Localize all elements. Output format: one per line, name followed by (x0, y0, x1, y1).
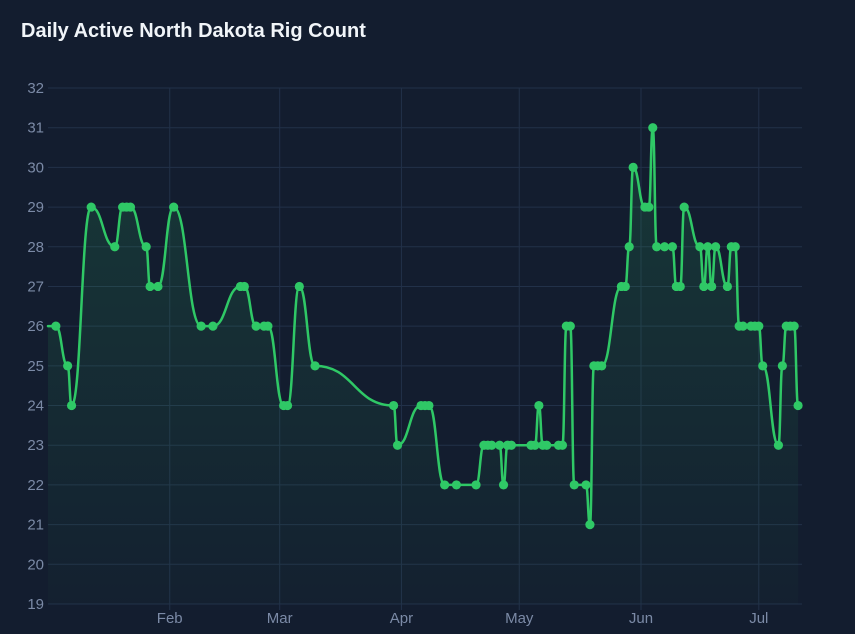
x-tick-label: Jun (629, 610, 653, 627)
data-point[interactable] (557, 440, 568, 450)
data-point[interactable] (208, 321, 218, 331)
y-tick-label: 21 (27, 517, 44, 534)
data-point[interactable] (679, 202, 689, 212)
chart-title: Daily Active North Dakota Rig Count (21, 20, 366, 42)
data-point[interactable] (659, 242, 670, 252)
data-point[interactable] (667, 242, 678, 252)
data-point[interactable] (565, 321, 575, 331)
data-point[interactable] (282, 400, 293, 411)
y-tick-label: 23 (27, 437, 44, 454)
data-point[interactable] (773, 440, 784, 450)
data-point[interactable] (711, 242, 721, 252)
data-point[interactable] (675, 281, 685, 292)
data-point[interactable] (530, 440, 540, 450)
data-point[interactable] (471, 480, 481, 490)
data-point[interactable] (294, 281, 304, 292)
data-point[interactable] (424, 400, 434, 411)
data-point[interactable] (451, 480, 462, 490)
data-point[interactable] (169, 202, 179, 212)
x-tick-label: Mar (267, 610, 293, 627)
data-point[interactable] (86, 202, 96, 212)
data-point[interactable] (758, 361, 768, 371)
data-point[interactable] (125, 202, 136, 212)
data-point[interactable] (730, 242, 740, 252)
y-tick-label: 20 (27, 556, 44, 573)
y-tick-label: 19 (27, 596, 44, 613)
data-point[interactable] (707, 281, 717, 292)
data-point[interactable] (648, 123, 658, 133)
data-point[interactable] (145, 281, 155, 292)
data-point[interactable] (440, 480, 450, 490)
data-point[interactable] (569, 480, 579, 490)
y-tick-label: 29 (27, 199, 44, 216)
data-point[interactable] (239, 281, 249, 292)
data-point[interactable] (196, 321, 206, 331)
x-axis: Feb Mar Apr May Jun Jul (157, 604, 768, 627)
data-point[interactable] (310, 361, 320, 371)
data-point[interactable] (738, 321, 748, 331)
y-tick-label: 24 (27, 398, 44, 415)
data-point[interactable] (487, 440, 497, 450)
data-point[interactable] (63, 361, 73, 371)
y-tick-label: 27 (27, 278, 44, 295)
series-points (51, 123, 803, 530)
data-point[interactable] (110, 242, 120, 252)
y-tick-label: 28 (27, 239, 44, 256)
data-point[interactable] (585, 520, 595, 530)
data-point[interactable] (793, 400, 803, 411)
data-point[interactable] (263, 321, 273, 331)
y-tick-label: 32 (27, 80, 44, 97)
data-point[interactable] (722, 281, 732, 292)
data-point[interactable] (644, 202, 654, 212)
data-point[interactable] (392, 440, 403, 450)
data-point[interactable] (51, 321, 61, 331)
data-point[interactable] (624, 242, 634, 252)
data-point[interactable] (506, 440, 516, 450)
data-point[interactable] (495, 440, 505, 450)
data-point[interactable] (699, 281, 709, 292)
data-point[interactable] (66, 400, 77, 411)
y-tick-label: 31 (27, 120, 44, 137)
data-point[interactable] (777, 361, 787, 371)
data-point[interactable] (141, 242, 151, 252)
data-point[interactable] (703, 242, 713, 252)
data-point[interactable] (251, 321, 261, 331)
data-point[interactable] (789, 321, 799, 331)
data-point[interactable] (754, 321, 764, 331)
data-point[interactable] (542, 440, 552, 450)
x-tick-label: Feb (157, 610, 183, 627)
y-tick-label: 30 (27, 159, 44, 176)
y-axis: 19 20 21 22 23 24 25 26 27 28 29 30 31 32 (27, 80, 44, 613)
data-point[interactable] (153, 281, 163, 292)
data-point[interactable] (652, 242, 662, 252)
series-area (48, 127, 799, 604)
data-point[interactable] (695, 242, 705, 252)
y-tick-label: 22 (27, 477, 44, 494)
data-point[interactable] (534, 400, 544, 411)
x-tick-label: Apr (390, 610, 413, 627)
data-point[interactable] (628, 162, 638, 172)
data-point[interactable] (620, 281, 630, 292)
y-tick-label: 26 (27, 318, 44, 335)
data-point[interactable] (498, 480, 509, 490)
data-point[interactable] (581, 480, 591, 490)
x-tick-label: Jul (749, 610, 768, 627)
data-point[interactable] (388, 400, 399, 411)
data-point[interactable] (597, 361, 607, 371)
x-tick-label: May (505, 610, 534, 627)
y-tick-label: 25 (27, 358, 44, 375)
